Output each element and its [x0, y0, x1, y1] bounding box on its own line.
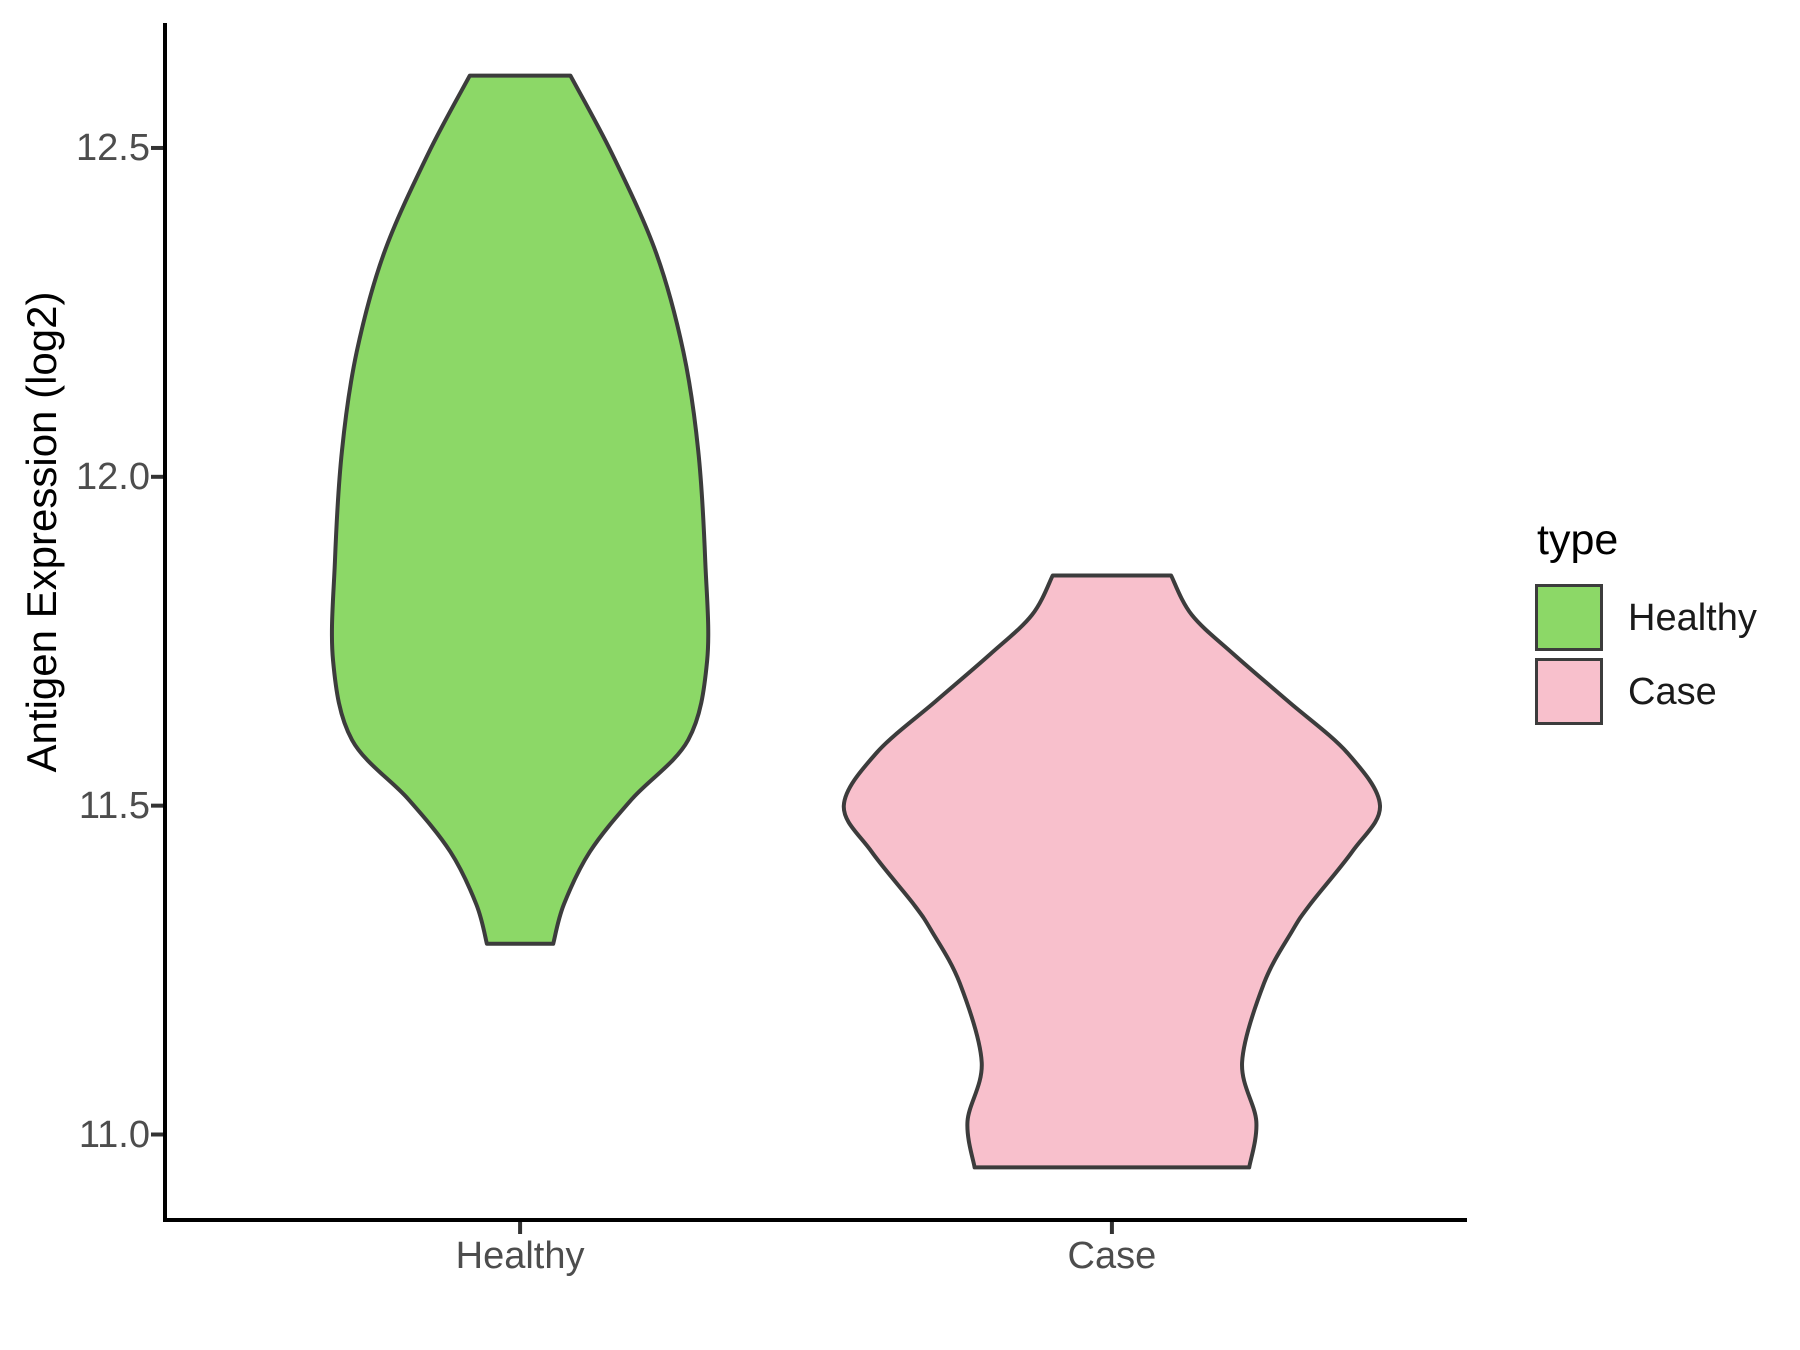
x-tick-label-case: Case	[1067, 1235, 1157, 1277]
legend-label-case: Case	[1628, 670, 1717, 713]
legend-key-case-swatch	[1535, 658, 1603, 725]
legend-entry-healthy: Healthy	[1535, 584, 1757, 651]
axis-lines	[163, 23, 1467, 1222]
y-tick-label-12.5: 12.5	[76, 126, 150, 169]
legend-key-healthy-swatch	[1535, 584, 1603, 651]
y-axis-title: Antigen Expression (log2)	[18, 291, 65, 773]
legend: type Healthy Case	[1535, 519, 1757, 732]
x-tick-label-healthy: Healthy	[455, 1235, 585, 1277]
legend-label-healthy: Healthy	[1628, 596, 1757, 639]
violin-case	[841, 573, 1383, 1170]
y-tick-label-12.0: 12.0	[76, 455, 150, 498]
legend-title: type	[1537, 516, 1619, 564]
y-tick-label-11.5: 11.5	[78, 784, 150, 827]
violin-healthy	[329, 73, 711, 946]
y-tick-label-11.0: 11.0	[78, 1113, 150, 1156]
legend-entry-case: Case	[1535, 658, 1757, 725]
